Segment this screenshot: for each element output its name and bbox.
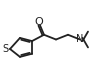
- Text: N: N: [76, 35, 84, 44]
- Text: S: S: [2, 44, 9, 54]
- Text: O: O: [35, 17, 43, 27]
